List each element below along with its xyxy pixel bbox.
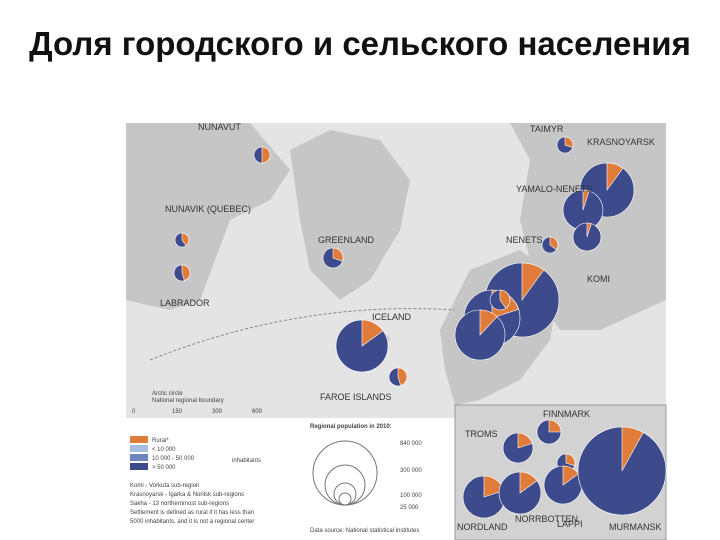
- region-label: MURMANSK: [609, 522, 662, 532]
- legend-note: Komi - Vorkuta sub-region: [130, 483, 199, 489]
- scale-label: 300: [212, 409, 223, 415]
- legend-line-label: National regional boundary: [152, 398, 224, 404]
- legend-line-label: Arctic circle: [152, 391, 183, 397]
- pie-rural: [621, 426, 644, 472]
- size-label: 840 000: [400, 441, 422, 447]
- pie-rural: [549, 236, 559, 251]
- legend-label: Rural*: [152, 438, 169, 444]
- pie-rural: [181, 264, 191, 281]
- legend-swatch: [130, 445, 148, 452]
- region-label: NENETS: [506, 235, 543, 245]
- region-label: YAMALO-NENETS: [516, 184, 592, 194]
- arctic-circle: [149, 308, 456, 361]
- pie-rural: [517, 432, 533, 449]
- pie-rural: [397, 367, 408, 386]
- legend-note: Sakha - 13 northernmost sub-regions: [130, 501, 229, 507]
- region-label: GREENLAND: [318, 235, 375, 245]
- source: Data source: National statistical instit…: [310, 528, 419, 534]
- size-circle: [338, 492, 352, 506]
- size-label: 25 000: [400, 505, 419, 511]
- legend-swatch: [130, 454, 148, 461]
- size-label: 100 000: [400, 493, 422, 499]
- pie-rural: [499, 289, 511, 309]
- legend-note: Krasnoyarsk - Igarka & Norilsk sub-regio…: [130, 492, 244, 498]
- size-title: Regional population in 2010:: [310, 424, 392, 430]
- pie-rural: [565, 453, 576, 467]
- legend-unit: inhabitants: [232, 458, 261, 464]
- pie-rural: [261, 146, 271, 164]
- pie-rural: [332, 247, 344, 262]
- scale-label: 600: [252, 409, 263, 415]
- region-label: LAPPI: [557, 519, 583, 529]
- region-label: KRASNOYARSK: [587, 137, 655, 147]
- pie-rural: [519, 471, 538, 494]
- legend-box: [126, 418, 455, 540]
- legend-swatch: [130, 463, 148, 470]
- region-label: FAROE ISLANDS: [320, 392, 392, 402]
- legend-label: > 50 000: [152, 465, 176, 471]
- size-label: 300 000: [400, 468, 422, 474]
- legend-label: < 10 000: [152, 447, 176, 453]
- region-label: NUNAVIK (QUEBEC): [165, 204, 251, 214]
- region-label: NORRBOTTEN: [515, 514, 578, 524]
- title: Доля городского и сельского населения: [29, 25, 691, 62]
- pie-rural: [564, 136, 574, 148]
- pie-rural: [586, 222, 592, 238]
- region-label: ICELAND: [372, 312, 412, 322]
- region-label: TAIMYR: [530, 124, 564, 134]
- pie-rural: [582, 189, 590, 211]
- legend-note: Settlement is defined as rural if it has…: [130, 510, 254, 516]
- region-label: LABRADOR: [160, 298, 210, 308]
- region-label: KOMI: [587, 274, 610, 284]
- region-label: NORDLAND: [457, 522, 508, 532]
- legend-swatch: [130, 436, 148, 443]
- pie-rural: [521, 262, 545, 301]
- pie-rural: [479, 309, 498, 336]
- pie-rural: [361, 319, 384, 347]
- pie-rural: [181, 232, 190, 247]
- region-label: TROMS: [465, 429, 498, 439]
- region-label: FINNMARK: [543, 409, 590, 419]
- pie-rural: [606, 162, 624, 191]
- legend-note: 5000 inhabitants, and it is not a region…: [130, 519, 254, 525]
- scale-label: 0: [132, 409, 136, 415]
- region-label: NUNAVUT: [198, 122, 241, 132]
- pie-rural: [548, 419, 562, 433]
- legend-label: 10 000 - 50 000: [152, 456, 195, 462]
- scale-label: 150: [172, 409, 183, 415]
